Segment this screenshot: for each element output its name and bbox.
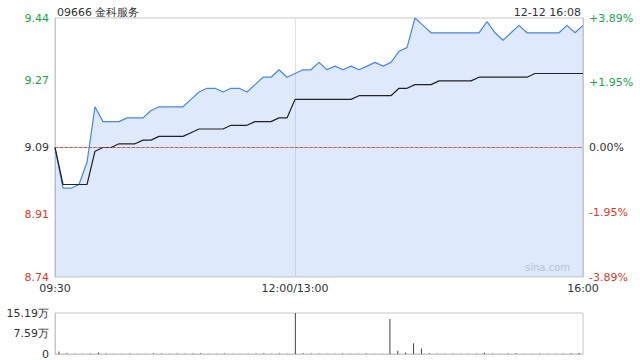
svg-text:8.91: 8.91 xyxy=(25,208,50,221)
svg-text:09:30: 09:30 xyxy=(39,282,71,295)
svg-text:0.00%: 0.00% xyxy=(589,141,624,154)
svg-text:09666 金科服务: 09666 金科服务 xyxy=(57,6,140,19)
svg-text:16:00: 16:00 xyxy=(567,282,599,295)
svg-text:+3.89%: +3.89% xyxy=(589,12,633,25)
svg-text:15.19万: 15.19万 xyxy=(7,307,50,320)
svg-text:7.59万: 7.59万 xyxy=(14,327,50,340)
svg-text:8.74: 8.74 xyxy=(24,270,49,284)
svg-text:9.09: 9.09 xyxy=(25,141,50,154)
svg-text:9.27: 9.27 xyxy=(25,74,50,87)
svg-text:+1.95%: +1.95% xyxy=(589,76,633,89)
svg-text:-3.89%: -3.89% xyxy=(589,270,628,284)
svg-text:-1.95%: -1.95% xyxy=(589,206,628,219)
svg-text:12-12 16:08: 12-12 16:08 xyxy=(514,6,581,19)
svg-text:12:00/13:00: 12:00/13:00 xyxy=(261,282,328,295)
svg-text:0: 0 xyxy=(42,348,49,360)
svg-text:9.44: 9.44 xyxy=(25,12,50,25)
